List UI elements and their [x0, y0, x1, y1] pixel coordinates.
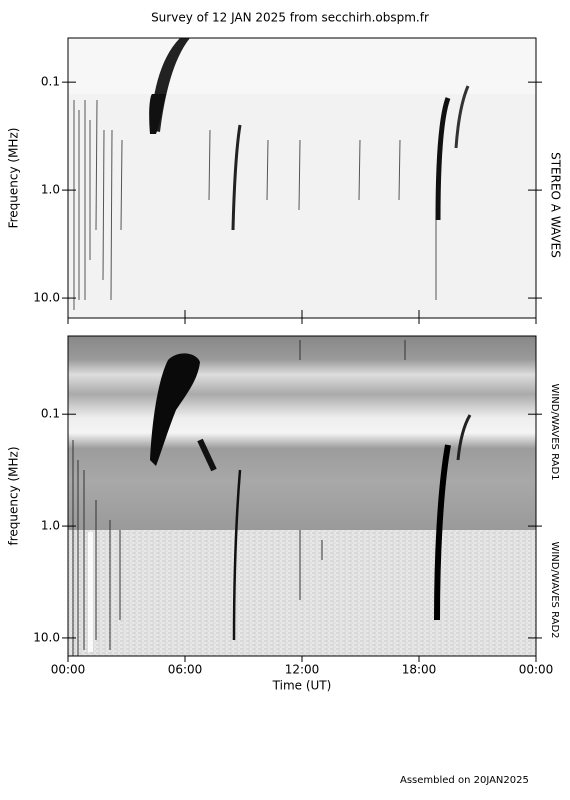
- x-tick-label: 00:00: [519, 663, 554, 677]
- y-tick-label: 0.1: [41, 75, 60, 89]
- y-tick-label: 10.0: [33, 630, 60, 644]
- x-axis-label: Time (UT): [272, 679, 332, 693]
- footer: Assembled on 20JAN2025: [400, 775, 529, 786]
- x-tick-label: 06:00: [168, 663, 203, 677]
- side-label: STEREO A WAVES: [549, 152, 563, 258]
- x-tick-label: 18:00: [402, 663, 437, 677]
- side-label: WIND/WAVES RAD2: [549, 541, 560, 638]
- x-tick-label: 12:00: [285, 663, 320, 677]
- chart-title: Survey of 12 JAN 2025 from secchirh.obsp…: [151, 11, 429, 25]
- y-tick-label: 1.0: [41, 183, 60, 197]
- spectrogram-top: [68, 38, 536, 318]
- side-label: WIND/WAVES RAD1: [549, 383, 560, 480]
- y-tick-label: 10.0: [33, 291, 60, 305]
- y-axis-label: Frequency (MHz): [7, 128, 21, 229]
- spectrogram-bottom: [68, 336, 536, 656]
- y-tick-label: 0.1: [41, 407, 60, 421]
- y-axis-label: frequency (MHz): [7, 446, 21, 545]
- x-tick-label: 00:00: [51, 663, 86, 677]
- y-tick-label: 1.0: [41, 519, 60, 533]
